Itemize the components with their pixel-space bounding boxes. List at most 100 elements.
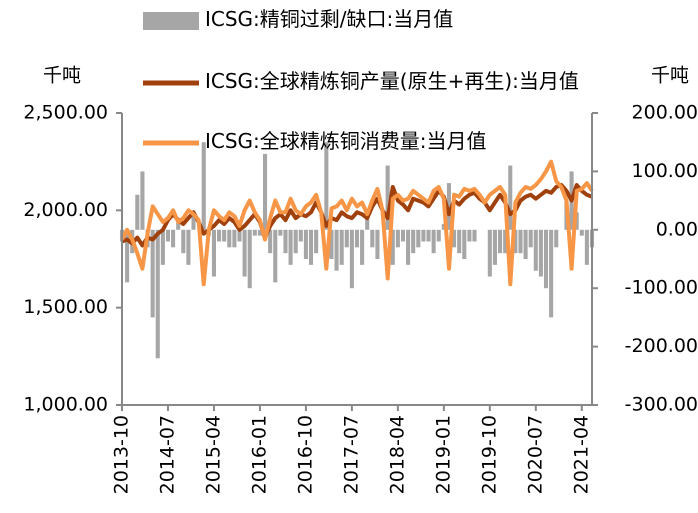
bar (232, 229, 237, 248)
bar (579, 229, 584, 236)
y-axis-label: 千吨 (43, 65, 81, 87)
bar (492, 229, 497, 265)
bar (171, 229, 176, 248)
bar (549, 229, 554, 318)
bar (303, 229, 308, 259)
line (120, 159, 594, 287)
bar (523, 229, 528, 259)
bar (360, 229, 365, 265)
bar (140, 171, 145, 230)
bar (227, 229, 232, 248)
bar (421, 229, 426, 242)
x-tick-label: 2016-01 (248, 415, 270, 494)
bar (426, 229, 431, 242)
bar (390, 229, 395, 265)
bar (278, 229, 283, 236)
bar (446, 183, 451, 230)
bar (298, 229, 303, 242)
bar (543, 229, 549, 289)
bar (217, 229, 222, 242)
bar (508, 165, 513, 230)
bar (222, 229, 227, 242)
bar (125, 229, 130, 283)
y2-axis-label: 千吨 (651, 65, 689, 87)
bar (257, 229, 262, 236)
bar (431, 229, 436, 254)
bar (237, 229, 242, 242)
legend-label: ICSG:全球精炼铜产量(原生+再生):当月值 (205, 69, 579, 93)
bar (283, 229, 288, 254)
y-tick-label: 1,000.00 (23, 394, 108, 416)
bar (314, 229, 319, 254)
legend-label: ICSG:精铜过剩/缺口:当月值 (205, 7, 454, 31)
bar (135, 194, 140, 230)
bar (385, 165, 390, 230)
y2-tick-label: 200.00 (632, 102, 698, 124)
bar (273, 229, 278, 283)
bar (181, 229, 186, 254)
y2-tick-label: -300.00 (625, 394, 698, 416)
bar (395, 229, 400, 248)
x-tick-label: 2015-04 (202, 415, 224, 494)
bar (487, 229, 492, 277)
y-tick-label: 1,500.00 (23, 296, 108, 318)
bar (411, 229, 416, 254)
bar (436, 229, 441, 242)
bar (334, 229, 339, 271)
bar (191, 212, 196, 230)
legend-swatch (143, 12, 199, 30)
bar (247, 229, 252, 289)
bar (268, 229, 273, 254)
bar (252, 229, 257, 236)
bar (528, 229, 533, 248)
bar (375, 229, 380, 259)
bar (416, 229, 421, 248)
bar (538, 229, 543, 277)
x-tick-label: 2021-04 (570, 415, 592, 494)
bar (518, 229, 523, 254)
x-tick-label: 2016-10 (294, 415, 316, 494)
bar (584, 229, 589, 265)
bar (288, 229, 293, 265)
y-tick-label: 2,000.00 (23, 199, 108, 221)
bar (242, 229, 247, 277)
y2-tick-label: 100.00 (632, 160, 698, 182)
bar (457, 229, 462, 254)
bar (349, 229, 354, 289)
bar (472, 229, 477, 242)
x-tick-label: 2020-07 (524, 415, 546, 494)
bar (150, 229, 155, 318)
bar (406, 229, 411, 265)
bar (308, 229, 314, 265)
bar (354, 229, 360, 248)
bar (503, 229, 508, 254)
x-tick-label: 2018-04 (386, 415, 408, 494)
y2-tick-label: -200.00 (625, 335, 698, 357)
bar (554, 229, 559, 248)
x-tick-label: 2013-10 (111, 415, 133, 494)
bar (160, 229, 165, 265)
bar (462, 229, 467, 259)
bar (498, 229, 503, 254)
bar (211, 229, 216, 277)
bar (263, 153, 268, 230)
y-tick-label: 2,500.00 (23, 102, 108, 124)
bar (533, 229, 538, 271)
y2-tick-label: 0.00 (656, 218, 698, 240)
bar (165, 229, 171, 242)
legend-label: ICSG:全球精炼铜消费量:当月值 (205, 129, 487, 153)
x-tick-label: 2019-10 (478, 415, 500, 494)
bar (324, 142, 329, 230)
bar (513, 229, 518, 254)
bar (329, 229, 334, 259)
bar (452, 229, 457, 248)
x-tick-label: 2014-07 (156, 415, 178, 494)
bar (344, 229, 349, 248)
x-tick-label: 2017-07 (340, 415, 362, 494)
bar (339, 229, 344, 265)
bar (370, 229, 375, 248)
bar (155, 229, 160, 359)
bar (365, 218, 370, 230)
